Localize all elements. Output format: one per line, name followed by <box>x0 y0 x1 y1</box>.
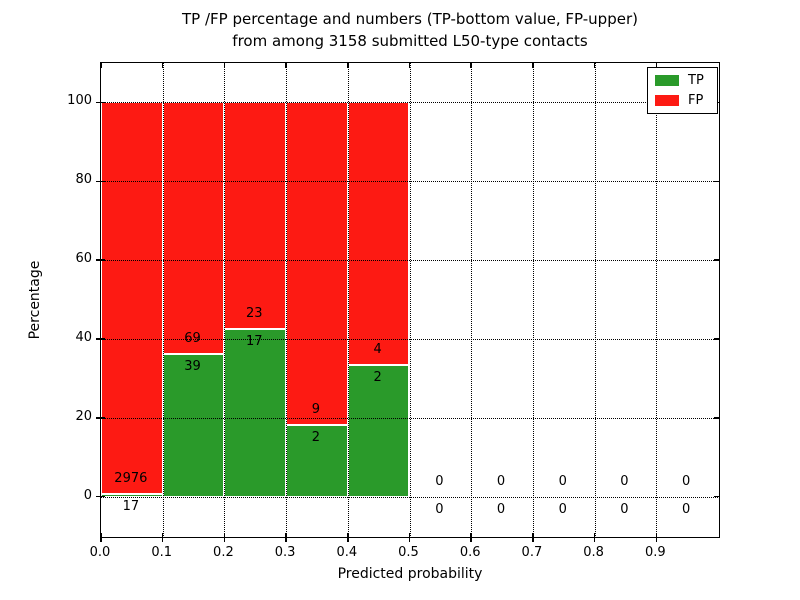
y-tick-label-20: 20 <box>75 408 92 424</box>
x-tick-bottom-0.5 <box>408 533 411 542</box>
x-tick-label-0.1: 0.1 <box>151 545 173 560</box>
bar-fp-0.4-0.5 <box>347 102 410 366</box>
bar-fp-0-0.1 <box>101 102 163 495</box>
y-tick-right-60 <box>714 259 719 261</box>
gridline-x-0.5 <box>409 63 411 536</box>
plot-area: TP FP <box>96 62 720 542</box>
chart-title: TP /FP percentage and numbers (TP-bottom… <box>100 8 720 52</box>
gridline-x-0.8 <box>594 63 596 536</box>
x-tick-bottom-0.9 <box>655 533 658 542</box>
tp-count-0.7-0.8: 0 <box>558 501 567 517</box>
legend-item-tp: TP <box>655 74 711 87</box>
x-tick-top-0.2 <box>223 63 226 68</box>
x-tick-top-0 <box>100 63 102 68</box>
x-tick-top-0.9 <box>655 63 658 68</box>
x-tick-top-0.7 <box>532 63 534 68</box>
legend: TP FP <box>647 67 718 114</box>
fp-color-swatch <box>655 95 679 106</box>
fp-count-0-0.1: 2976 <box>114 471 148 487</box>
x-tick-label-0.5: 0.5 <box>398 545 419 560</box>
chart-title-line2: from among 3158 submitted L50-type conta… <box>232 32 588 50</box>
gridline-x-0.1 <box>162 63 164 536</box>
x-tick-bottom-0.4 <box>347 533 349 542</box>
fp-count-0.5-0.6: 0 <box>435 473 444 489</box>
tp-count-0.6-0.7: 0 <box>496 501 506 517</box>
x-tick-label-0.2: 0.2 <box>213 545 234 560</box>
y-tick-right-20 <box>714 417 719 419</box>
gridline-x-0.6 <box>471 63 473 536</box>
fp-count-0.3-0.4: 9 <box>311 401 321 417</box>
fp-count-0.2-0.3: 23 <box>245 306 263 322</box>
fp-count-0.7-0.8: 0 <box>558 473 567 489</box>
x-tick-top-0.1 <box>161 63 164 68</box>
x-tick-bottom-0.2 <box>223 533 226 542</box>
x-tick-top-0.8 <box>593 63 596 68</box>
fp-count-0.6-0.7: 0 <box>496 473 506 489</box>
bar-fp-0.3-0.4 <box>286 102 348 425</box>
x-tick-label-0.0: 0.0 <box>89 545 111 560</box>
fp-count-0.4-0.5: 4 <box>373 342 382 358</box>
x-tick-bottom-0.6 <box>470 533 472 542</box>
x-tick-bottom-0 <box>100 533 102 542</box>
y-tick-left-40 <box>96 338 105 340</box>
y-tick-label-0: 0 <box>83 487 92 503</box>
x-tick-label-0.4: 0.4 <box>336 545 358 560</box>
x-tick-bottom-0.8 <box>593 533 596 542</box>
y-tick-label-40: 40 <box>75 329 92 345</box>
y-tick-right-80 <box>714 180 719 182</box>
tp-count-0.1-0.2: 39 <box>184 359 201 375</box>
y-axis-label: Percentage <box>27 260 43 340</box>
legend-item-fp: FP <box>655 94 711 107</box>
y-tick-label-60: 60 <box>75 251 92 267</box>
x-tick-label-0.7: 0.7 <box>521 545 543 560</box>
tp-count-0-0.1: 17 <box>122 499 140 515</box>
y-tick-label-100: 100 <box>67 93 92 109</box>
x-tick-top-0.5 <box>408 63 411 68</box>
tp-color-swatch <box>655 75 679 86</box>
x-tick-top-0.3 <box>285 63 287 68</box>
tp-count-0.9-1: 0 <box>682 501 691 517</box>
tp-count-0.2-0.3: 17 <box>245 334 263 350</box>
gridline-x-0.9 <box>656 63 658 536</box>
y-tick-left-100 <box>96 101 105 104</box>
x-tick-label-0.8: 0.8 <box>583 545 604 560</box>
x-tick-label-0.3: 0.3 <box>274 545 296 560</box>
bar-tp-0.2-0.3 <box>224 329 287 497</box>
bar-tp-0.4-0.5 <box>347 365 410 497</box>
bar-fp-0.1-0.2 <box>162 102 225 355</box>
tp-count-0.4-0.5: 2 <box>373 370 382 386</box>
fp-count-0.1-0.2: 69 <box>184 331 201 347</box>
x-tick-top-0.6 <box>470 63 472 68</box>
x-axis-label: Predicted probability <box>337 566 483 582</box>
y-tick-right-40 <box>714 338 719 340</box>
x-tick-bottom-0.1 <box>161 533 164 542</box>
chart-title-line1: TP /FP percentage and numbers (TP-bottom… <box>182 10 638 28</box>
y-tick-right-0 <box>714 495 719 498</box>
y-tick-label-80: 80 <box>75 172 92 188</box>
y-tick-left-60 <box>96 259 105 261</box>
gridline-x-0.2 <box>224 63 226 536</box>
bar-fp-0.2-0.3 <box>224 102 287 330</box>
bar-tp-0.1-0.2 <box>162 354 225 497</box>
gridline-x-0.3 <box>286 63 288 536</box>
legend-label-tp: TP <box>688 73 704 88</box>
legend-label-fp: FP <box>688 93 704 108</box>
x-tick-label-0.6: 0.6 <box>459 545 481 560</box>
x-tick-top-0.4 <box>347 63 349 68</box>
bar-tp-0-0.1 <box>101 494 163 497</box>
gridline-x-0.7 <box>532 63 534 536</box>
x-tick-bottom-0.3 <box>285 533 287 542</box>
fp-count-0.8-0.9: 0 <box>620 473 629 489</box>
tp-count-0.3-0.4: 2 <box>311 429 321 445</box>
y-tick-left-0 <box>96 495 105 498</box>
x-tick-bottom-0.7 <box>532 533 534 542</box>
fp-count-0.9-1: 0 <box>682 473 691 489</box>
gridline-x-0.4 <box>347 63 349 536</box>
tp-count-0.8-0.9: 0 <box>620 501 629 517</box>
tp-count-0.5-0.6: 0 <box>435 501 444 517</box>
y-tick-left-20 <box>96 417 105 419</box>
x-tick-label-0.9: 0.9 <box>644 545 666 560</box>
y-tick-left-80 <box>96 180 105 182</box>
